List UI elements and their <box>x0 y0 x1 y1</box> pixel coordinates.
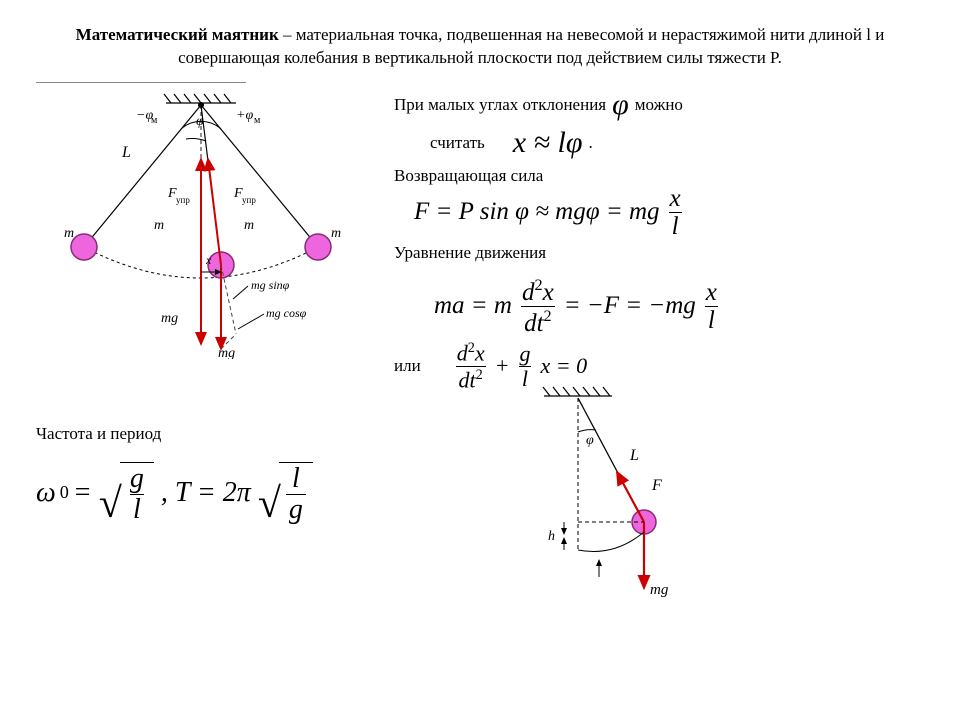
svg-text:m: m <box>331 226 341 241</box>
svg-text:м: м <box>151 115 158 126</box>
svg-text:+φ: +φ <box>236 108 253 123</box>
restoring-force-formula: F = P sin φ ≈ mgφ = mg xl <box>414 186 924 239</box>
svg-text:mg cosφ: mg cosφ <box>266 306 307 320</box>
freq-period-label: Частота и период <box>36 424 376 444</box>
restoring-force-label: Возвращающая сила <box>394 166 924 186</box>
svg-text:mg⃗: mg⃗ <box>161 311 189 326</box>
svg-text:упр: упр <box>176 195 190 205</box>
svg-text:h: h <box>548 529 555 544</box>
motion-equation: ma = m d2x dt2 = −F = −mg xl <box>434 277 924 336</box>
svg-text:mg sinφ: mg sinφ <box>251 278 290 292</box>
small-pendulum-diagram: φ L F⃗ mg⃗ <box>434 382 924 607</box>
page-title: Математический маятник – материальная то… <box>36 24 924 70</box>
svg-text:x: x <box>205 253 212 267</box>
small-angle-line: При малых углах отклонения φ можно <box>394 88 924 122</box>
approx-relation: считать x ≈ lφ . <box>394 126 924 160</box>
svg-text:m: m <box>244 218 254 233</box>
svg-text:м: м <box>254 115 261 126</box>
main-pendulum-diagram: −φм φ +φм L F⃗упр F⃗упр m m m m x mg sin… <box>36 89 376 364</box>
svg-text:φ: φ <box>196 114 204 129</box>
freq-period-formula: ω0 = √ gl , T = 2π √ lg <box>36 462 376 524</box>
svg-text:mg⃗: mg⃗ <box>650 582 680 598</box>
svg-text:L: L <box>629 447 639 464</box>
svg-text:φ: φ <box>586 433 594 448</box>
svg-text:mg⃗: mg⃗ <box>218 346 246 359</box>
motion-eq-label: Уравнение движения <box>394 243 924 263</box>
svg-text:F⃗: F⃗ <box>651 477 674 494</box>
svg-text:m: m <box>154 218 164 233</box>
svg-text:упр: упр <box>242 195 256 205</box>
svg-text:L: L <box>121 144 131 161</box>
title-bold: Математический маятник <box>76 25 279 44</box>
separator <box>36 82 246 83</box>
title-rest: – материальная точка, подвешенная на нев… <box>178 25 884 67</box>
svg-text:m: m <box>64 226 74 241</box>
